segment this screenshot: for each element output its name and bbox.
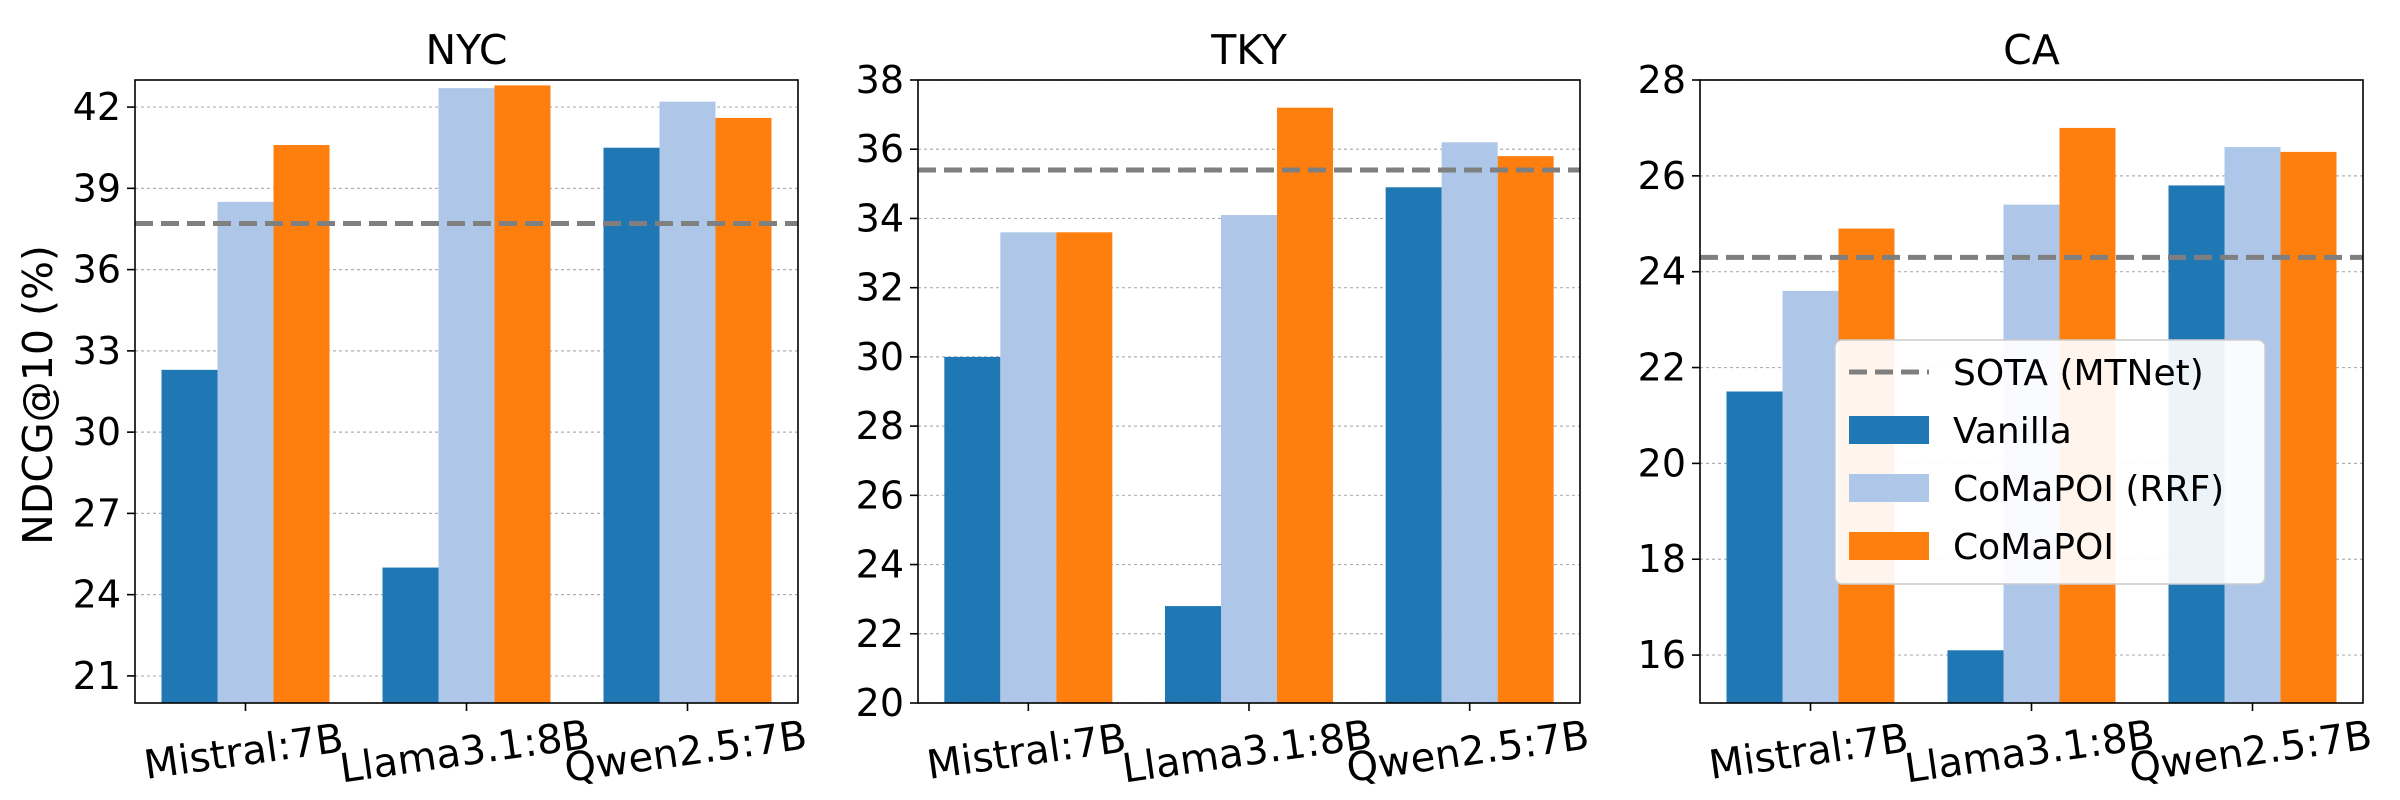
bar-vanilla-3 (603, 147, 660, 703)
bar-comapoi-rrf-2 (1221, 214, 1277, 703)
bar-comapoi-3 (1497, 156, 1554, 704)
y-tick-label: 42 (73, 85, 121, 129)
y-tick-label: 20 (856, 681, 904, 725)
bar-vanilla-1 (161, 369, 218, 703)
y-tick-label: 28 (856, 404, 904, 448)
legend-swatch (1849, 474, 1929, 502)
bar-comapoi-rrf-2 (438, 88, 495, 703)
y-tick-label: 24 (73, 573, 121, 617)
x-tick-label: Mistral:7B (924, 715, 1129, 788)
bar-vanilla-2 (1165, 606, 1221, 703)
y-tick-label: 22 (1638, 346, 1686, 390)
legend-entry: SOTA (MTNet) (1849, 353, 2204, 394)
legend-swatch (1849, 532, 1929, 560)
bar-vanilla-3 (1385, 187, 1442, 704)
y-tick-label: 16 (1638, 633, 1686, 677)
x-tick-label: Mistral:7B (141, 715, 346, 788)
bar-comapoi-rrf-3 (659, 101, 716, 704)
x-tick-label: Mistral:7B (1706, 715, 1911, 788)
y-tick-label: 26 (856, 473, 904, 517)
y-tick-label: 26 (1638, 154, 1686, 198)
legend-label: Vanilla (1953, 411, 2072, 452)
y-tick-label: 30 (856, 335, 904, 379)
y-tick-label: 22 (856, 612, 904, 656)
bar-vanilla-1 (944, 356, 1001, 703)
y-tick-label: 18 (1638, 537, 1686, 581)
legend-label: SOTA (MTNet) (1953, 353, 2204, 394)
legend-entry: CoMaPOI (RRF) (1849, 469, 2224, 510)
legend-box (1834, 339, 2266, 585)
y-tick-label: 36 (73, 248, 121, 292)
x-tick-label: Llama3.1:8B (337, 712, 592, 793)
x-tick-label: Llama3.1:8B (1902, 712, 2157, 793)
x-tick-label: Qwen2.5:7B (562, 712, 810, 792)
legend-label: CoMaPOI (RRF) (1953, 469, 2224, 510)
bar-comapoi-rrf-3 (1441, 142, 1498, 704)
bar-comapoi-1 (1056, 232, 1113, 704)
bar-comapoi-2 (494, 85, 551, 704)
legend: SOTA (MTNet) Vanilla CoMaPOI (RRF) CoMaPOI (1834, 339, 2266, 585)
chart-title: CA (2003, 26, 2060, 74)
chart-title: TKY (1210, 26, 1287, 74)
x-tick-label: Qwen2.5:7B (2127, 712, 2375, 792)
y-tick-label: 24 (1638, 250, 1686, 294)
bar-comapoi-2 (1277, 107, 1333, 703)
y-tick-label: 39 (73, 166, 121, 210)
x-tick-label: Qwen2.5:7B (1344, 712, 1592, 792)
y-tick-label: 34 (856, 196, 904, 240)
chart-panel-tky: 20 22 24 26 28 30 32 34 36 38 Mistral:7BLlama3.1:8… (856, 26, 1592, 792)
x-tick-label: Llama3.1:8B (1120, 712, 1375, 793)
y-tick-label: 20 (1638, 441, 1686, 485)
bar-vanilla-2 (1947, 650, 2004, 703)
bar-comapoi-1 (273, 145, 330, 704)
y-axis-label: NDCG@10 (%) (14, 245, 62, 545)
chart-title: NYC (425, 26, 507, 74)
bar-vanilla-1 (1726, 391, 1783, 703)
legend-entry: Vanilla (1849, 411, 2072, 452)
bar-comapoi-rrf-1 (1782, 290, 1839, 703)
y-tick-label: 24 (856, 543, 904, 587)
legend-label: CoMaPOI (1953, 527, 2114, 568)
bar-comapoi-3 (2280, 151, 2337, 703)
y-tick-label: 36 (856, 127, 904, 171)
legend-entry: CoMaPOI (1849, 527, 2114, 568)
bar-vanilla-2 (382, 567, 439, 703)
chart-panel-nyc: 21 24 27 30 33 36 39 42 Mistral:7BLlama3.1:8BQwe… (73, 26, 810, 792)
y-tick-label: 30 (73, 410, 121, 454)
y-tick-label: 32 (856, 266, 904, 310)
y-tick-label: 27 (73, 491, 121, 535)
bar-comapoi-rrf-1 (1000, 232, 1057, 704)
bar-comapoi-rrf-1 (217, 201, 274, 704)
legend-swatch (1849, 416, 1929, 444)
y-tick-label: 38 (856, 58, 904, 102)
bar-comapoi-3 (715, 117, 772, 703)
y-tick-label: 33 (73, 329, 121, 373)
y-tick-label: 28 (1638, 58, 1686, 102)
y-tick-label: 21 (73, 654, 121, 698)
